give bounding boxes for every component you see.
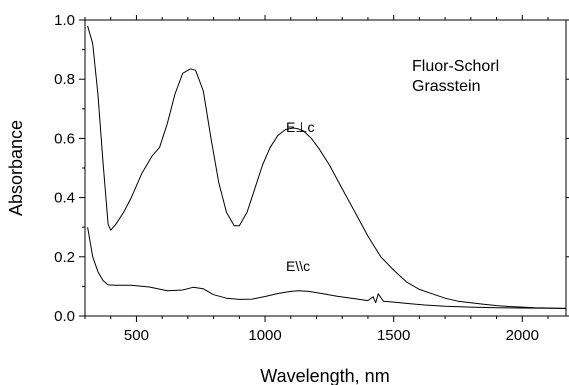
x-tick-label: 1000 bbox=[248, 327, 281, 344]
x-axis-title: Wavelength, nm bbox=[260, 366, 389, 385]
x-tick-label: 500 bbox=[124, 327, 149, 344]
y-axis-title: Absorbance bbox=[6, 120, 26, 216]
series-line-perpendicular bbox=[87, 25, 567, 310]
x-tick-label: 1500 bbox=[377, 327, 410, 344]
y-tick-label: 0.0 bbox=[54, 308, 75, 325]
y-tick-label: 0.6 bbox=[54, 130, 75, 147]
series-lines bbox=[87, 25, 567, 310]
annotation-line-2: Grasstein bbox=[412, 78, 480, 95]
series-label-parallel: E\\c bbox=[286, 258, 310, 274]
series-line-parallel bbox=[87, 227, 566, 309]
annotation-line-1: Fluor-Schorl bbox=[412, 58, 499, 75]
y-tick-label: 0.4 bbox=[54, 190, 75, 207]
axis-ticks: 500 1000 1500 2000 0.0 0.2 0.4 0.6 0.8 1.0 bbox=[54, 12, 569, 344]
y-tick-label: 0.8 bbox=[54, 71, 75, 88]
series-label-perpendicular: E⊥c bbox=[286, 119, 315, 135]
x-tick-label: 2000 bbox=[506, 327, 539, 344]
y-tick-label: 1.0 bbox=[54, 12, 75, 29]
y-tick-label: 0.2 bbox=[54, 249, 75, 266]
